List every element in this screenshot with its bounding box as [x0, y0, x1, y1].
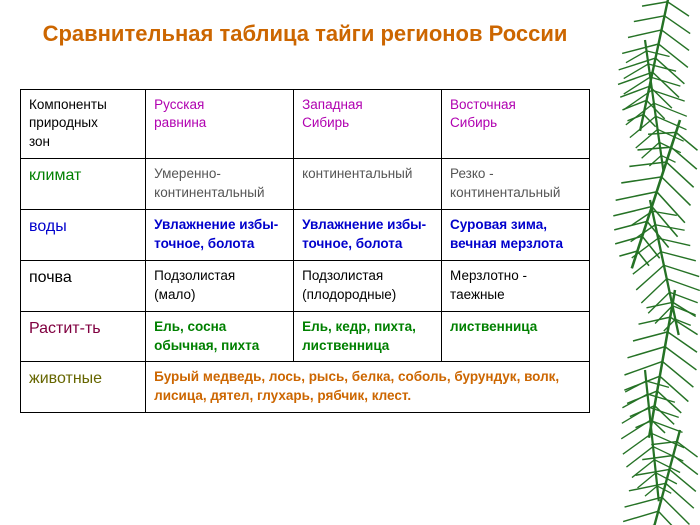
climate-russian-plain: Умеренно-континентальный	[146, 159, 294, 210]
header-russian-plain: Русская равнина	[146, 89, 294, 159]
soil-russian-plain: Подзолистая (мало)	[146, 260, 294, 311]
animals-all: Бурый медведь, лось, рысь, белка, соболь…	[146, 362, 590, 413]
page-title: Сравнительная таблица тайги регионов Рос…	[20, 20, 590, 49]
header-west-siberia: Западная Сибирь	[294, 89, 442, 159]
soil-east-siberia: Мерзлотно - таежные	[442, 260, 590, 311]
header-components: Компоненты природных зон	[21, 89, 146, 159]
climate-west-siberia: континентальный	[294, 159, 442, 210]
row-soil: почва Подзолистая (мало) Подзолистая (пл…	[21, 260, 590, 311]
slide-content: Сравнительная таблица тайги регионов Рос…	[0, 0, 700, 433]
header-row: Компоненты природных зон Русская равнина…	[21, 89, 590, 159]
row-plants: Растит-ть Ель, сосна обычная, пихта Ель,…	[21, 311, 590, 362]
water-east-siberia: Суровая зима, вечная мерзлота	[442, 210, 590, 261]
water-west-siberia: Увлажнение избы-точное, болота	[294, 210, 442, 261]
plants-west-siberia: Ель, кедр, пихта, лиственница	[294, 311, 442, 362]
plants-east-siberia: лиственница	[442, 311, 590, 362]
climate-east-siberia: Резко - континентальный	[442, 159, 590, 210]
label-soil: почва	[21, 260, 146, 311]
label-animals: животные	[21, 362, 146, 413]
water-russian-plain: Увлажнение избы-точное, болота	[146, 210, 294, 261]
label-plants: Растит-ть	[21, 311, 146, 362]
label-climate: климат	[21, 159, 146, 210]
row-water: воды Увлажнение избы-точное, болота Увла…	[21, 210, 590, 261]
label-water: воды	[21, 210, 146, 261]
comparison-table: Компоненты природных зон Русская равнина…	[20, 89, 590, 414]
row-climate: климат Умеренно-континентальный континен…	[21, 159, 590, 210]
header-east-siberia: Восточная Сибирь	[442, 89, 590, 159]
plants-russian-plain: Ель, сосна обычная, пихта	[146, 311, 294, 362]
soil-west-siberia: Подзолистая (плодородные)	[294, 260, 442, 311]
row-animals: животные Бурый медведь, лось, рысь, белк…	[21, 362, 590, 413]
